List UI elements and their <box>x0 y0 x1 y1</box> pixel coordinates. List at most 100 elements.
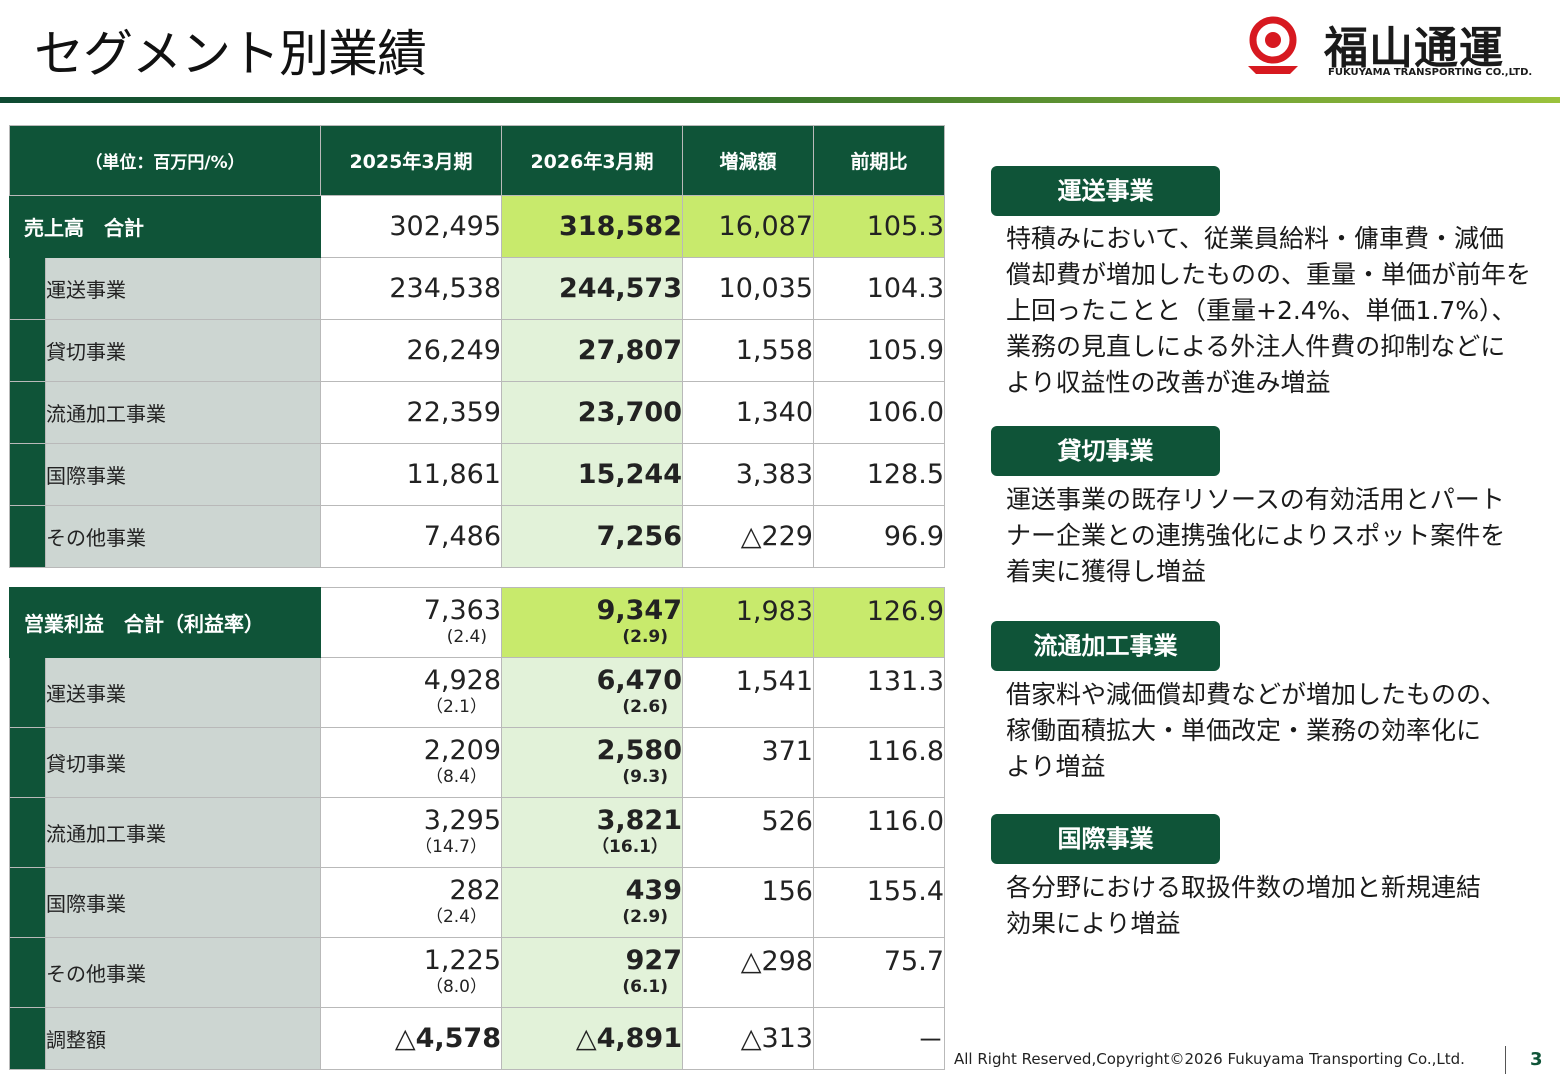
row-cur: 927 <box>625 945 682 976</box>
row-cur: 3,821 <box>596 805 682 836</box>
row-cur-rate: (2.6) <box>622 697 668 717</box>
row-prev: 2,209 <box>423 735 501 766</box>
row-ratio: － <box>813 1007 945 1070</box>
row-name: 運送事業 <box>45 257 321 320</box>
note-line: 運送事業の既存リソースの有効活用とパート <box>1006 485 1505 514</box>
row-prev: 282 <box>449 875 501 906</box>
row-ratio: 155.4 <box>813 867 945 938</box>
op-total-prev-rate: (2.4) <box>446 627 487 647</box>
table-header-row: （単位：百万円/%） 2025年3月期 2026年3月期 増減額 前期比 <box>9 125 945 196</box>
row-ratio: 75.7 <box>813 937 945 1008</box>
sales-total-diff: 16,087 <box>682 195 814 258</box>
header-unit: （単位：百万円/%） <box>9 125 321 196</box>
sales-table: （単位：百万円/%） 2025年3月期 2026年3月期 増減額 前期比 売上高… <box>9 125 945 568</box>
row-side-bar <box>9 867 46 938</box>
note-text-charter: 運送事業の既存リソースの有効活用とパート ナー企業との連携強化によりスポット案件… <box>1006 482 1546 590</box>
copyright-footer: All Right Reserved,Copyright©2026 Fukuya… <box>954 1050 1465 1068</box>
row-prev: 26,249 <box>320 319 502 382</box>
page-number: 3 <box>1530 1049 1543 1070</box>
operating-profit-table: 営業利益 合計（利益率） 7,363 (2.4) 9,347 (2.9) 1,9… <box>9 587 945 1070</box>
table-row: その他事業 7,486 7,256 △229 96.9 <box>9 505 945 568</box>
note-line: 効果により増益 <box>1006 909 1181 938</box>
row-prev-cell: 3,295 （14.7） <box>320 797 502 868</box>
row-prev-rate: （14.7） <box>415 837 487 857</box>
note-line: より増益 <box>1006 752 1106 781</box>
sales-total-ratio: 105.3 <box>813 195 945 258</box>
table-row: 国際事業 282 （2.4） 439 (2.9) 156 155.4 <box>9 867 945 938</box>
row-prev-rate: （2.1） <box>425 697 487 717</box>
row-ratio: 116.0 <box>813 797 945 868</box>
note-text-transport: 特積みにおいて、従業員給料・傭車費・減価 償却費が増加したものの、重量・単価が前… <box>1006 221 1546 401</box>
header-diff: 増減額 <box>682 125 814 196</box>
row-cur-cell: 439 (2.9) <box>501 867 683 938</box>
op-total-prev: 7,363 <box>423 595 501 626</box>
note-line: 借家料や減価償却費などが増加したものの、 <box>1006 680 1507 709</box>
note-text-logistics: 借家料や減価償却費などが増加したものの、 稼働面積拡大・単価改定・業務の効率化に… <box>1006 677 1546 785</box>
sales-total-prev: 302,495 <box>320 195 502 258</box>
row-prev-rate: （2.4） <box>425 907 487 927</box>
header-fy2026: 2026年3月期 <box>501 125 683 196</box>
row-cur-cell: 3,821 （16.1） <box>501 797 683 868</box>
row-name: その他事業 <box>45 505 321 568</box>
row-diff: 156 <box>682 867 814 938</box>
table-row: 流通加工事業 22,359 23,700 1,340 106.0 <box>9 381 945 444</box>
row-name: 流通加工事業 <box>45 381 321 444</box>
sales-total-row: 売上高 合計 302,495 318,582 16,087 105.3 <box>9 195 945 258</box>
row-diff: 10,035 <box>682 257 814 320</box>
row-prev-cell: 282 （2.4） <box>320 867 502 938</box>
row-diff: 526 <box>682 797 814 868</box>
row-cur: 15,244 <box>501 443 683 506</box>
row-cur-rate: (6.1) <box>622 977 668 997</box>
row-diff: 3,383 <box>682 443 814 506</box>
row-side-bar <box>9 1007 46 1070</box>
page-title: セグメント別業績 <box>34 25 427 83</box>
row-ratio: 96.9 <box>813 505 945 568</box>
row-side-bar <box>9 257 46 320</box>
note-line: 着実に獲得し増益 <box>1006 557 1207 586</box>
row-cur-cell: 927 (6.1) <box>501 937 683 1008</box>
note-line: ナー企業との連携強化によりスポット案件を <box>1006 521 1506 550</box>
table-row: 運送事業 4,928 （2.1） 6,470 (2.6) 1,541 131.3 <box>9 657 945 728</box>
row-prev: △4,578 <box>320 1007 502 1070</box>
note-line: 各分野における取扱件数の増加と新規連結 <box>1006 873 1482 902</box>
op-total-row: 営業利益 合計（利益率） 7,363 (2.4) 9,347 (2.9) 1,9… <box>9 587 945 658</box>
note-line: 業務の見直しによる外注人件費の抑制などに <box>1006 332 1506 361</box>
row-prev: 22,359 <box>320 381 502 444</box>
row-ratio: 116.8 <box>813 727 945 798</box>
table-row: 貸切事業 26,249 27,807 1,558 105.9 <box>9 319 945 382</box>
row-cur: △4,891 <box>501 1007 683 1070</box>
row-cur-cell: 2,580 (9.3) <box>501 727 683 798</box>
row-name: 運送事業 <box>45 657 321 728</box>
row-prev-rate: （8.0） <box>425 977 487 997</box>
row-diff: △229 <box>682 505 814 568</box>
row-cur: 2,580 <box>596 735 682 766</box>
row-cur: 244,573 <box>501 257 683 320</box>
note-tag-charter: 貸切事業 <box>991 426 1220 476</box>
op-total-cur: 9,347 <box>596 595 682 626</box>
header-ratio: 前期比 <box>813 125 945 196</box>
note-text-international: 各分野における取扱件数の増加と新規連結 効果により増益 <box>1006 870 1546 942</box>
row-prev-cell: 1,225 （8.0） <box>320 937 502 1008</box>
row-cur: 439 <box>625 875 682 906</box>
logo-mark-icon <box>1248 16 1298 74</box>
row-prev: 234,538 <box>320 257 502 320</box>
row-name: 調整額 <box>45 1007 321 1070</box>
row-prev: 3,295 <box>423 805 501 836</box>
row-prev: 7,486 <box>320 505 502 568</box>
row-diff: 1,541 <box>682 657 814 728</box>
row-prev: 1,225 <box>423 945 501 976</box>
row-side-bar <box>9 937 46 1008</box>
table-row: 流通加工事業 3,295 （14.7） 3,821 （16.1） 526 116… <box>9 797 945 868</box>
row-name: 貸切事業 <box>45 319 321 382</box>
table-row: 貸切事業 2,209 （8.4） 2,580 (9.3) 371 116.8 <box>9 727 945 798</box>
row-ratio: 131.3 <box>813 657 945 728</box>
note-line: より収益性の改善が進み増益 <box>1006 368 1331 397</box>
row-side-bar <box>9 319 46 382</box>
row-name: その他事業 <box>45 937 321 1008</box>
row-name: 貸切事業 <box>45 727 321 798</box>
row-cur: 7,256 <box>501 505 683 568</box>
row-side-bar <box>9 381 46 444</box>
row-diff: 371 <box>682 727 814 798</box>
row-name: 流通加工事業 <box>45 797 321 868</box>
row-prev: 11,861 <box>320 443 502 506</box>
